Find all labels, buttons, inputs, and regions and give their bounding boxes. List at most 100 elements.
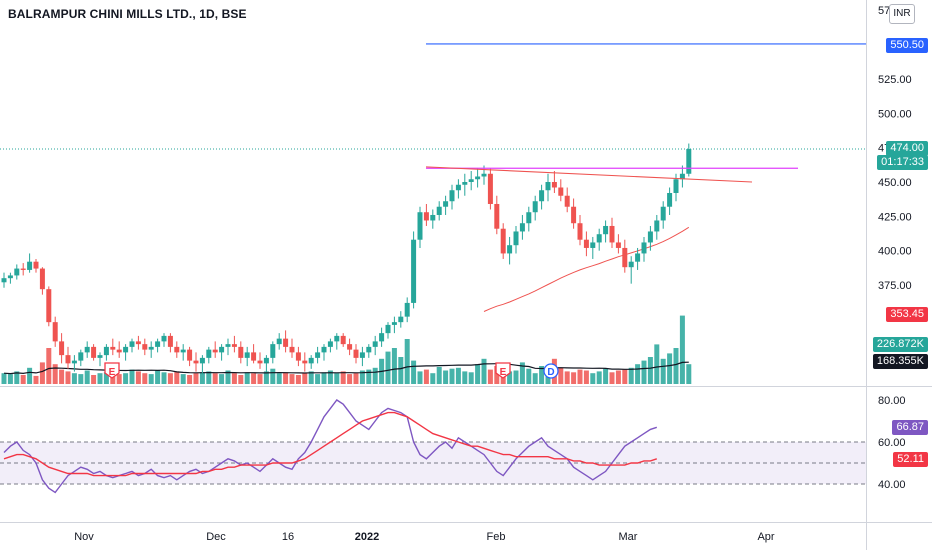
volume-bar xyxy=(302,373,308,384)
volume-bar xyxy=(455,367,461,384)
candle-body xyxy=(641,242,647,254)
volume-bar xyxy=(443,370,449,384)
volume-bar xyxy=(507,371,513,384)
candle-body xyxy=(91,346,97,358)
candle-body xyxy=(283,338,289,347)
volume-bar xyxy=(180,374,186,384)
candle-body xyxy=(225,344,231,347)
candle-body xyxy=(276,338,282,345)
event-glyph: D xyxy=(547,367,554,378)
candle-body xyxy=(295,352,301,361)
event-glyph: E xyxy=(500,367,507,378)
time-tick: Dec xyxy=(206,531,226,543)
candle-body xyxy=(455,184,461,191)
candle-body xyxy=(635,253,641,262)
volume-bar xyxy=(276,373,282,384)
volume-bar xyxy=(289,374,295,384)
volume-bar xyxy=(187,375,193,384)
volume-bar xyxy=(251,373,257,384)
volume-bar xyxy=(391,348,397,384)
volume-bar xyxy=(417,371,423,384)
volume-bar xyxy=(583,370,589,384)
rsi-tick: 60.00 xyxy=(878,437,906,449)
volume-bar xyxy=(167,373,173,384)
candle-body xyxy=(110,346,116,350)
volume-bar xyxy=(219,374,225,384)
volume-bar xyxy=(667,353,673,384)
candle-body xyxy=(475,176,481,180)
volume-bar xyxy=(263,371,269,384)
volume-bar xyxy=(628,367,634,384)
volume-bar xyxy=(123,373,129,384)
candle-body xyxy=(647,231,653,243)
volume-bar xyxy=(20,375,26,384)
candle-body xyxy=(532,201,538,213)
volume-bar xyxy=(244,372,250,384)
volume-bar xyxy=(1,373,7,384)
volume-bar xyxy=(468,372,474,384)
candle-body xyxy=(398,316,404,323)
volume-bar xyxy=(462,371,468,384)
horizontal-line-price-label: 550.50 xyxy=(886,38,928,53)
candle-body xyxy=(372,341,378,347)
candle-body xyxy=(628,261,634,268)
rsi-ma-value-label: 52.11 xyxy=(893,452,928,467)
chart-title: BALRAMPUR CHINI MILLS LTD., 1D, BSE xyxy=(8,7,247,21)
volume-bar xyxy=(366,369,372,384)
volume-bar xyxy=(609,372,615,384)
candle-body xyxy=(609,225,615,243)
time-tick: 2022 xyxy=(355,531,379,543)
candle-body xyxy=(123,346,129,353)
volume-value-label: 226.872K xyxy=(872,337,928,352)
candle-body xyxy=(65,355,71,364)
volume-ma-label: 168.355K xyxy=(872,354,928,369)
volume-bar xyxy=(103,372,109,384)
candle-body xyxy=(353,349,359,358)
volume-bar xyxy=(647,357,653,384)
candle-body xyxy=(257,360,263,364)
last-price-label: 474.00 xyxy=(886,141,928,156)
volume-bar xyxy=(481,358,487,384)
candle-body xyxy=(430,214,436,221)
volume-bar xyxy=(513,370,519,384)
candle-body xyxy=(142,344,148,350)
volume-bar xyxy=(475,364,481,384)
rsi-value-label: 66.87 xyxy=(892,420,928,435)
volume-bar xyxy=(129,369,135,384)
time-tick: Mar xyxy=(619,531,638,543)
candle-body xyxy=(219,346,225,353)
currency-button[interactable]: INR xyxy=(889,4,915,24)
candle-body xyxy=(551,182,557,188)
volume-bar xyxy=(14,371,20,384)
volume-bar xyxy=(71,373,77,384)
volume-bar xyxy=(590,373,596,384)
time-tick: Apr xyxy=(757,531,774,543)
volume-bar xyxy=(327,370,333,384)
candle-body xyxy=(315,352,321,358)
candle-body xyxy=(1,278,7,283)
volume-bar xyxy=(449,368,455,384)
candle-body xyxy=(251,352,257,361)
price-tick: 375.00 xyxy=(878,280,912,292)
candle-body xyxy=(577,223,583,240)
volume-bar xyxy=(494,366,500,384)
candle-body xyxy=(129,341,135,347)
volume-bar xyxy=(7,374,13,384)
candle-body xyxy=(212,349,218,353)
candle-body xyxy=(596,234,602,243)
candle-body xyxy=(558,187,564,196)
candle-body xyxy=(347,344,353,350)
dividend-marker xyxy=(543,363,559,379)
volume-bar xyxy=(539,366,545,384)
volume-bar xyxy=(660,358,666,384)
volume-bar xyxy=(212,373,218,384)
trend-line-down xyxy=(425,166,753,183)
candle-body xyxy=(340,335,346,345)
volume-bar xyxy=(372,367,378,384)
time-tick: 16 xyxy=(282,531,294,543)
candle-body xyxy=(334,335,340,342)
earnings-marker xyxy=(495,362,511,379)
volume-bar xyxy=(135,371,141,384)
